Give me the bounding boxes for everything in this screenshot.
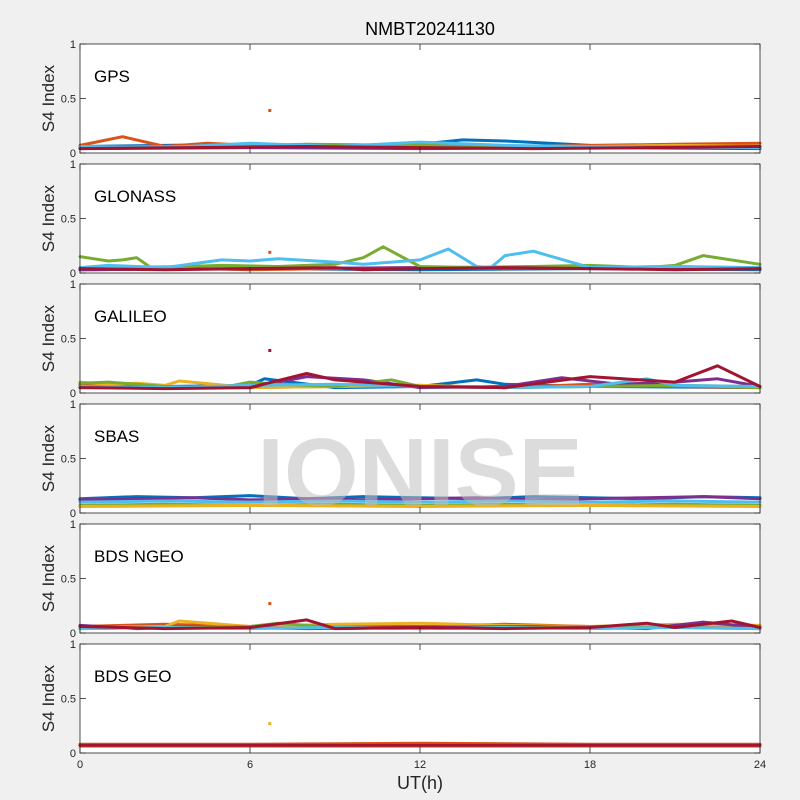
series-line <box>78 503 762 508</box>
panel-label: SBAS <box>94 427 139 446</box>
y-tick-label: 1 <box>70 279 76 291</box>
y-tick-label: 1 <box>70 39 76 51</box>
y-axis-label: S4 Index <box>39 664 58 732</box>
series-line <box>78 247 762 270</box>
series-line <box>78 266 762 272</box>
y-tick-label: 0.5 <box>61 94 76 106</box>
x-axis-label: UT(h) <box>397 773 443 793</box>
y-tick-label: 0 <box>70 268 76 280</box>
outlier-point <box>268 602 272 606</box>
x-tick-label: 12 <box>414 759 426 771</box>
y-axis-label: S4 Index <box>39 424 58 492</box>
panel-sbas: 0 0.5 1 SBAS S4 Index <box>39 399 762 520</box>
y-tick-label: 0.5 <box>61 574 76 586</box>
plot-area <box>80 524 760 633</box>
panel-label: GALILEO <box>94 307 167 326</box>
y-tick-label: 0 <box>70 508 76 520</box>
plot-area <box>80 404 760 513</box>
y-axis-label: S4 Index <box>39 184 58 252</box>
series-line <box>78 618 762 631</box>
outlier-point <box>268 109 272 112</box>
series-line <box>78 499 762 504</box>
panel-galileo: 0 0.5 1 GALILEO S4 Index <box>39 279 762 400</box>
y-axis-label: S4 Index <box>39 304 58 372</box>
plot-area <box>80 44 760 153</box>
y-tick-label: 0 <box>70 748 76 760</box>
panel-glonass: 0 0.5 1 GLONASS S4 Index <box>39 159 762 280</box>
y-tick-label: 0.5 <box>61 694 76 706</box>
plot-area <box>80 644 760 753</box>
y-tick-label: 1 <box>70 639 76 651</box>
x-tick-label: 6 <box>247 759 253 771</box>
panel-bds-geo: 0 0.5 1 0 6 12 18 24 BDS GEO S4 Index <box>39 639 766 771</box>
plot-area <box>80 164 760 273</box>
x-tick-label: 24 <box>754 759 766 771</box>
y-tick-label: 0 <box>70 628 76 640</box>
y-tick-label: 0.5 <box>61 334 76 346</box>
panel-label: GLONASS <box>94 187 176 206</box>
plot-area <box>80 284 760 393</box>
panels: 0 0.5 1 GPS S4 Index 0 0.5 1 GLONASS S4 Index 0 0.5… <box>39 39 766 771</box>
panel-label: BDS NGEO <box>94 547 184 566</box>
panel-bds-ngeo: 0 0.5 1 BDS NGEO S4 Index <box>39 519 762 640</box>
x-tick-label: 18 <box>584 759 596 771</box>
outlier-point <box>268 722 272 726</box>
watermark: IONISE <box>257 419 582 526</box>
panel-label: GPS <box>94 67 130 86</box>
panel-gps: 0 0.5 1 GPS S4 Index <box>39 39 762 160</box>
y-tick-label: 1 <box>70 519 76 531</box>
y-tick-label: 1 <box>70 399 76 411</box>
y-tick-label: 0.5 <box>61 214 76 226</box>
series-line <box>78 495 762 502</box>
outlier-point <box>268 250 272 254</box>
y-axis-label: S4 Index <box>39 64 58 132</box>
x-tick-label: 0 <box>77 759 83 771</box>
y-tick-label: 0 <box>70 388 76 400</box>
y-tick-label: 0 <box>70 148 76 160</box>
figure-title: NMBT20241130 <box>365 19 495 39</box>
y-tick-label: 0.5 <box>61 454 76 466</box>
y-axis-label: S4 Index <box>39 544 58 612</box>
y-tick-label: 1 <box>70 159 76 171</box>
outlier-point <box>268 349 272 352</box>
panel-label: BDS GEO <box>94 667 171 686</box>
series-line <box>78 364 762 391</box>
